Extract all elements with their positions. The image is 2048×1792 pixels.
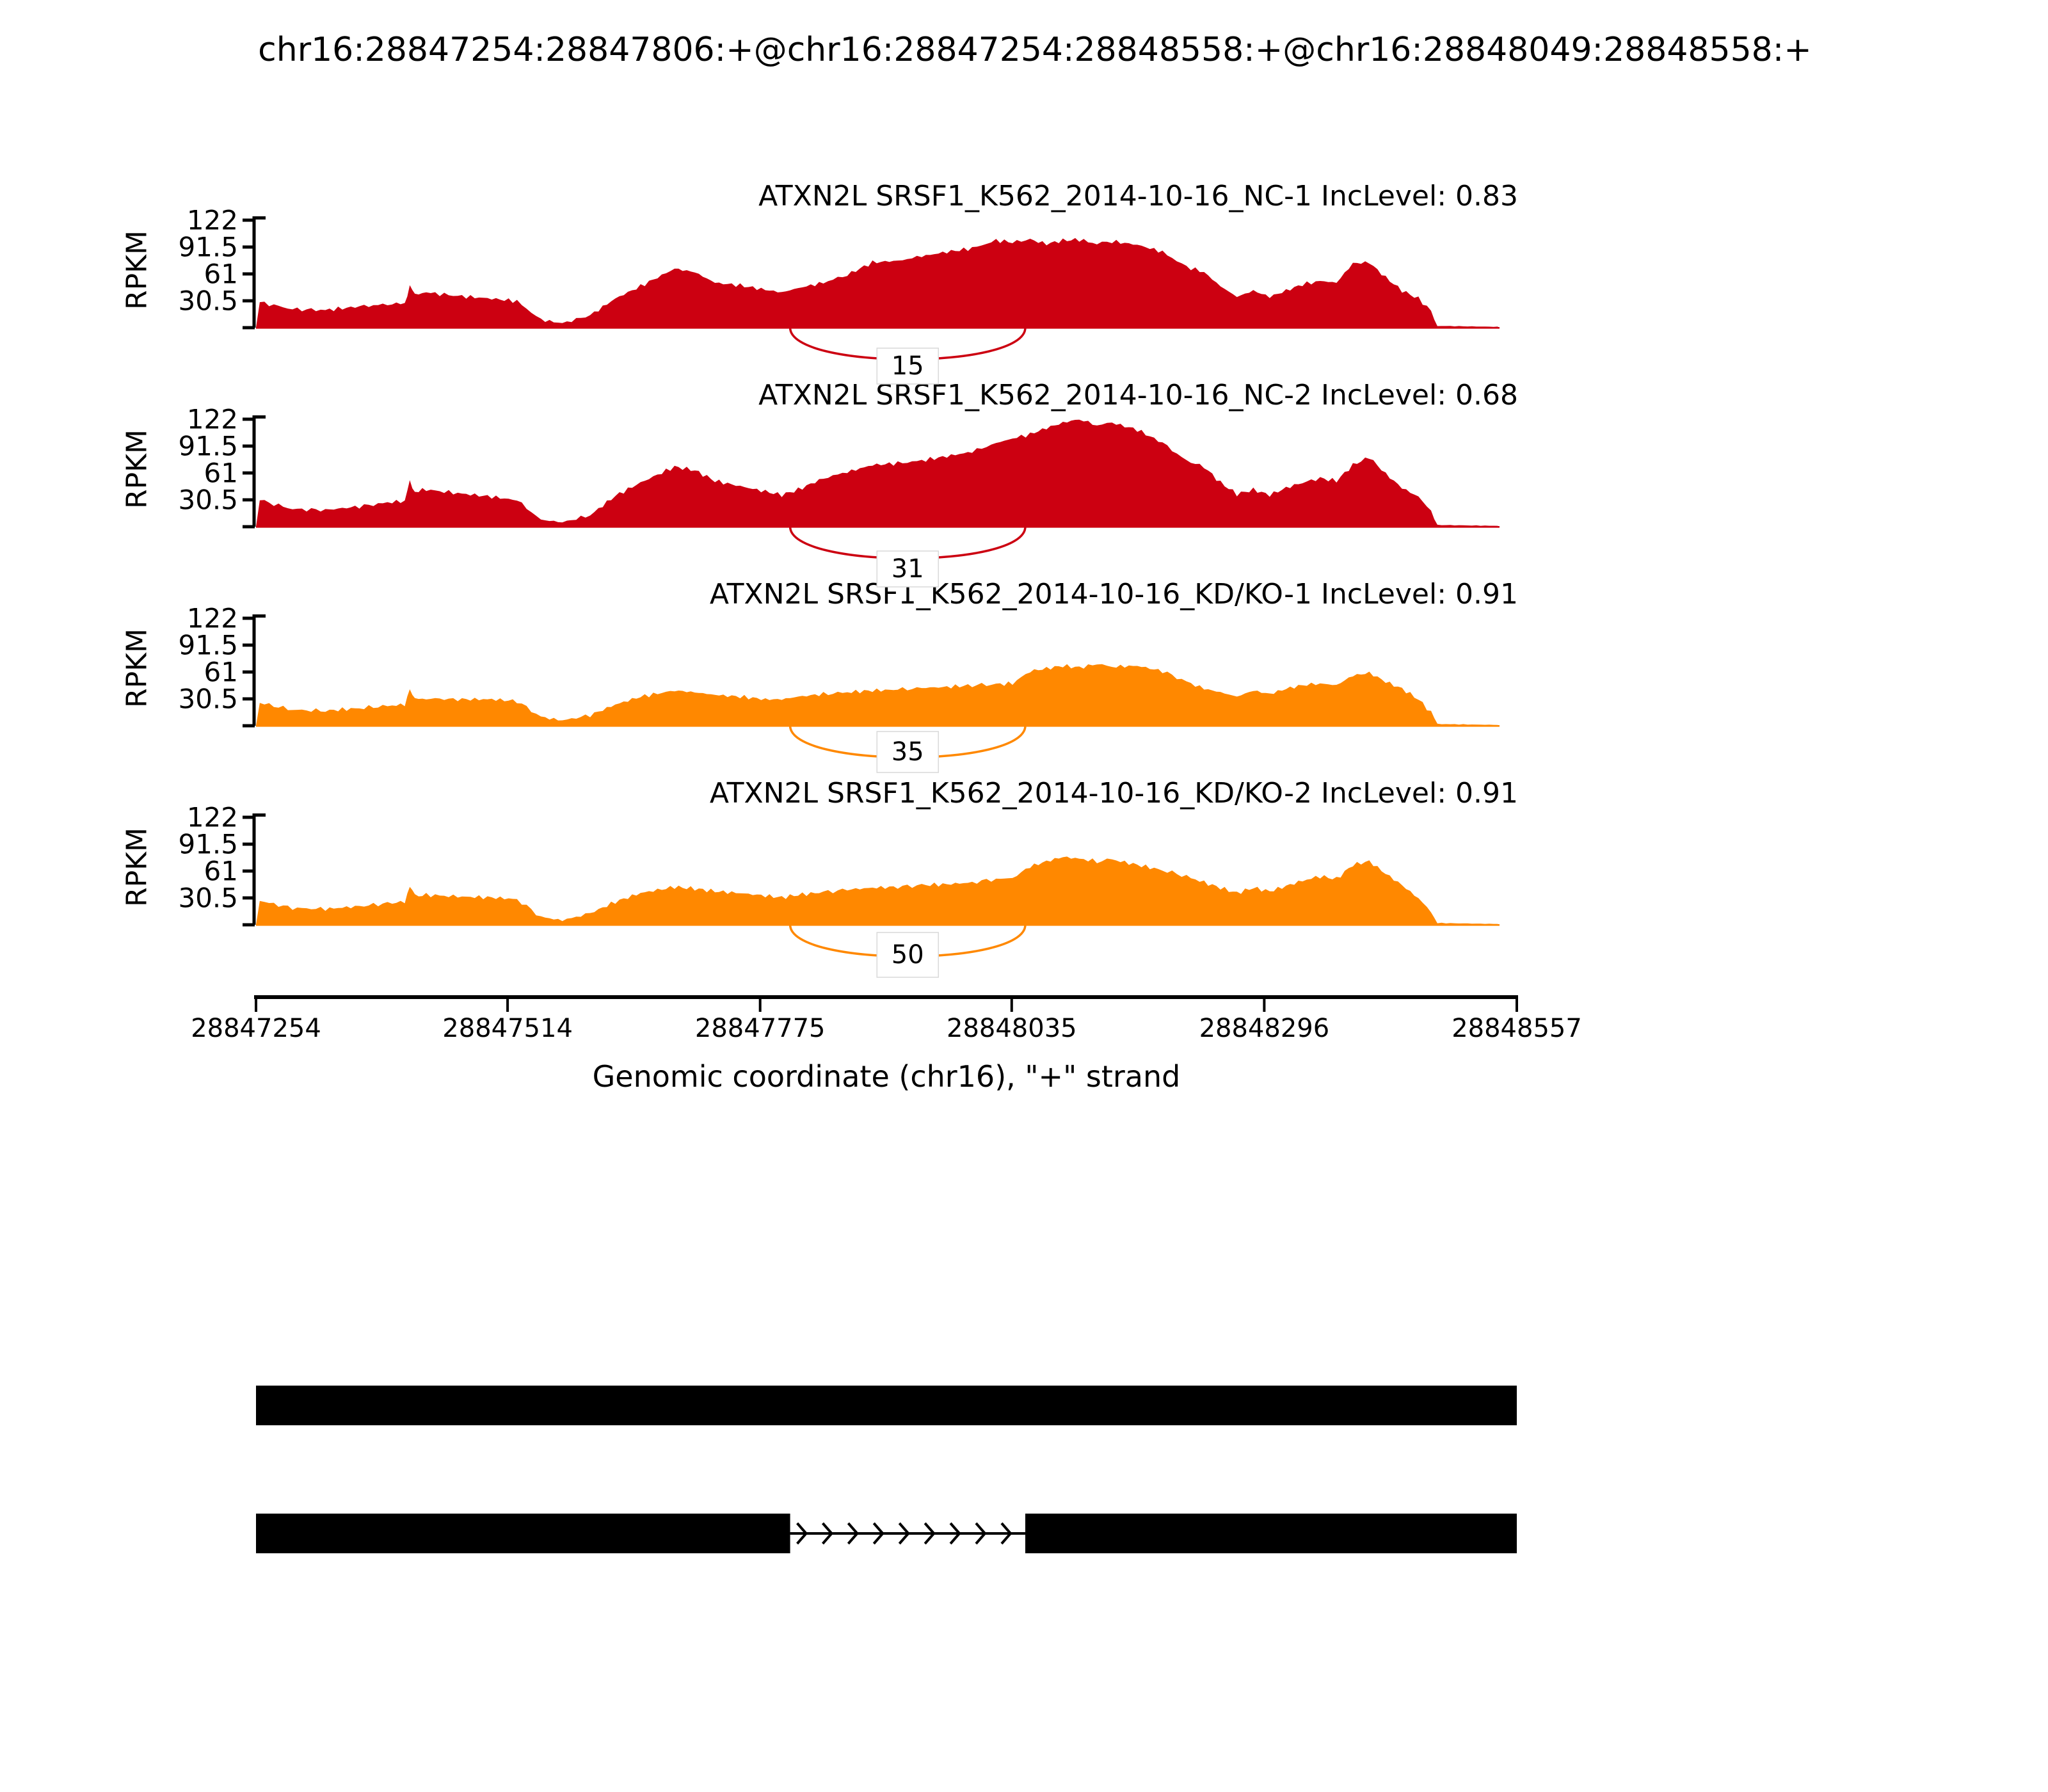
track-nc1: ATXN2L SRSF1_K562_2014-10-16_NC-1 IncLev… bbox=[121, 180, 1519, 317]
x-tick-label: 28847254 bbox=[191, 1014, 321, 1043]
intron-strand-arrow-icon bbox=[975, 1522, 987, 1545]
coverage-area bbox=[256, 856, 1498, 925]
junction-count-box bbox=[876, 348, 940, 385]
ytick-91-5: 91.5 bbox=[178, 431, 238, 462]
gene-exon bbox=[256, 1514, 790, 1553]
rpkm-axis-label: RPKM bbox=[121, 230, 154, 310]
junction-count-nc2: 31 bbox=[892, 554, 924, 584]
coverage-baseline bbox=[256, 526, 1500, 528]
ytick-61: 61 bbox=[204, 458, 238, 489]
coverage-area bbox=[256, 237, 1498, 328]
x-tick-label: 28848557 bbox=[1452, 1014, 1582, 1043]
junction-count-box bbox=[876, 550, 940, 588]
x-axis: 28847254 28847514 28847775 28848035 2884… bbox=[191, 995, 1582, 1094]
x-tick-mark bbox=[1010, 999, 1013, 1012]
x-tick-label: 28848035 bbox=[947, 1014, 1077, 1043]
x-tick-mark bbox=[255, 999, 257, 1012]
ytick-30-5: 30.5 bbox=[178, 484, 238, 516]
intron-strand-arrow-icon bbox=[796, 1522, 808, 1545]
ytick-91-5: 91.5 bbox=[178, 630, 238, 661]
intron-strand-arrow-icon bbox=[924, 1522, 936, 1545]
coverage-baseline bbox=[256, 327, 1500, 329]
ytick-61: 61 bbox=[204, 657, 238, 688]
junction-count-kdko1: 35 bbox=[892, 737, 924, 767]
gene-model bbox=[256, 1386, 1517, 1553]
x-tick-mark bbox=[1263, 999, 1266, 1012]
y-axis bbox=[243, 813, 266, 927]
intron-strand-arrow-icon bbox=[821, 1522, 834, 1545]
ytick-122: 122 bbox=[187, 205, 238, 236]
ytick-122: 122 bbox=[187, 404, 238, 435]
track-kdko2: ATXN2L SRSF1_K562_2014-10-16_KD/KO-2 Inc… bbox=[121, 777, 1519, 914]
y-axis bbox=[243, 614, 266, 728]
intron-strand-arrow-icon bbox=[949, 1522, 961, 1545]
y-axes bbox=[243, 216, 266, 927]
rpkm-axis-label: RPKM bbox=[121, 828, 154, 907]
ytick-91-5: 91.5 bbox=[178, 232, 238, 263]
ytick-91-5: 91.5 bbox=[178, 829, 238, 860]
intron-strand-arrow-icon bbox=[847, 1522, 860, 1545]
coverage-baseline bbox=[256, 725, 1500, 727]
rpkm-axis-label: RPKM bbox=[121, 628, 154, 708]
track-title-nc1: ATXN2L SRSF1_K562_2014-10-16_NC-1 IncLev… bbox=[758, 180, 1518, 212]
gene-exon bbox=[1025, 1514, 1517, 1553]
intron-strand-arrow-icon bbox=[898, 1522, 910, 1545]
track-title-kdko2: ATXN2L SRSF1_K562_2014-10-16_KD/KO-2 Inc… bbox=[710, 777, 1518, 810]
junction-count-box bbox=[876, 731, 940, 773]
track-nc2: ATXN2L SRSF1_K562_2014-10-16_NC-2 IncLev… bbox=[121, 379, 1519, 516]
x-tick-mark bbox=[1516, 999, 1518, 1012]
ytick-30-5: 30.5 bbox=[178, 684, 238, 715]
x-tick-mark bbox=[758, 999, 762, 1012]
x-tick-label: 28847514 bbox=[442, 1014, 573, 1043]
coverage-area bbox=[256, 664, 1498, 726]
junction-count-nc1: 15 bbox=[892, 351, 924, 381]
y-axis bbox=[243, 216, 266, 330]
track-kdko1: ATXN2L SRSF1_K562_2014-10-16_KD/KO-1 Inc… bbox=[121, 578, 1519, 715]
x-tick-marks bbox=[255, 999, 1518, 1012]
gene-exon bbox=[256, 1386, 1517, 1425]
ytick-30-5: 30.5 bbox=[178, 285, 238, 317]
intron-strand-arrow-icon bbox=[1000, 1522, 1012, 1545]
ytick-30-5: 30.5 bbox=[178, 883, 238, 914]
coverage-baseline bbox=[256, 924, 1500, 926]
track-title-kdko1: ATXN2L SRSF1_K562_2014-10-16_KD/KO-1 Inc… bbox=[710, 578, 1518, 611]
track-title-nc2: ATXN2L SRSF1_K562_2014-10-16_NC-2 IncLev… bbox=[758, 379, 1518, 412]
rpkm-axis-label: RPKM bbox=[121, 429, 154, 509]
genomic-axis-label: Genomic coordinate (chr16), "+" strand bbox=[593, 1059, 1181, 1094]
ytick-122: 122 bbox=[187, 603, 238, 634]
ytick-122: 122 bbox=[187, 802, 238, 833]
x-axis-line bbox=[254, 995, 1518, 999]
junction-count-kdko2: 50 bbox=[892, 940, 924, 970]
figure-title: chr16:28847254:28847806:+@chr16:28847254… bbox=[258, 31, 1812, 69]
x-tick-label: 28847775 bbox=[695, 1014, 826, 1043]
y-axis bbox=[243, 415, 266, 529]
x-tick-mark bbox=[506, 999, 509, 1012]
coverage-tracks bbox=[256, 237, 1500, 958]
intron-strand-arrow-icon bbox=[872, 1522, 884, 1545]
x-tick-label: 28848296 bbox=[1199, 1014, 1330, 1043]
coverage-area bbox=[256, 419, 1498, 527]
ytick-61: 61 bbox=[204, 259, 238, 290]
ytick-61: 61 bbox=[204, 856, 238, 887]
junction-count-box bbox=[876, 932, 940, 978]
